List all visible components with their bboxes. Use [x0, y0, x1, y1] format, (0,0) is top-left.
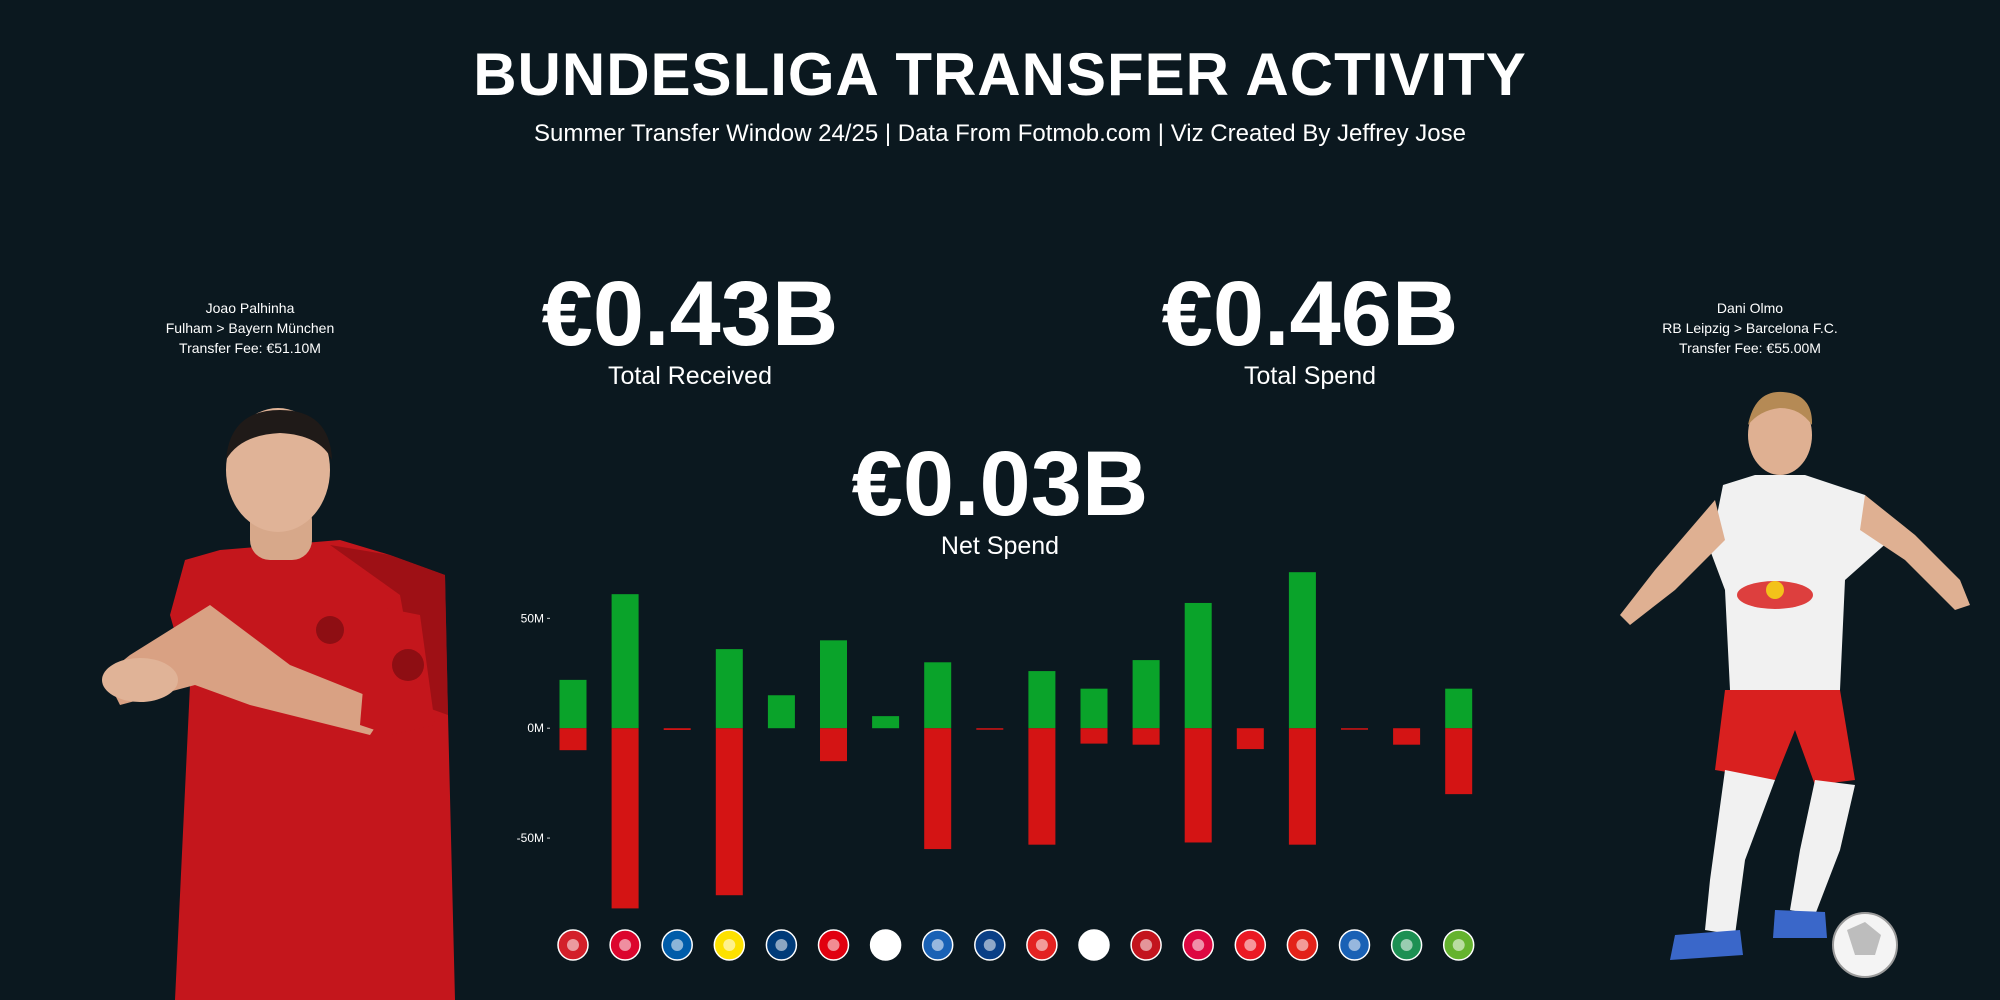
left-player-name: Joao Palhinha: [205, 300, 295, 316]
right-player-name: Dani Olmo: [1716, 300, 1784, 316]
left-player-caption: Joao Palhinha Fulham > Bayern München Tr…: [90, 298, 410, 358]
transfer-bar-chart: 50M 0M -50M: [517, 572, 1475, 961]
spend-bar-union-berlin: [1236, 728, 1264, 750]
spend-bar-mainz: [1132, 728, 1160, 745]
received-bar-gladbach: [1080, 688, 1108, 729]
left-player-move: Fulham > Bayern München: [165, 320, 335, 336]
spend-bar-hoffenheim: [924, 728, 952, 850]
spend-bar-bochum: [663, 728, 691, 730]
total-spend-stat: €0.46B Total Spend: [1110, 268, 1510, 391]
right-player-move: RB Leipzig > Barcelona F.C.: [1662, 320, 1838, 336]
mainz-logo: [1130, 929, 1162, 961]
leverkusen-logo: [1026, 929, 1058, 961]
hoffenheim-logo: [921, 929, 954, 961]
augsburg-logo: [557, 929, 589, 961]
total-received-stat: €0.43B Total Received: [490, 268, 890, 391]
spend-bar-st-pauli: [1341, 728, 1368, 730]
received-bar-heidenheim: [767, 695, 795, 729]
spend-bar-bayern-munchen: [611, 728, 639, 909]
right-player-fee: Transfer Fee: €55.00M: [1679, 340, 1821, 356]
received-bar-stuttgart: [1288, 572, 1316, 729]
total-spend-value: €0.46B: [1161, 263, 1459, 365]
received-bar-leverkusen: [1028, 671, 1056, 729]
page-subtitle: Summer Transfer Window 24/25 | Data From…: [534, 120, 1466, 147]
left-player-photo: [102, 408, 455, 1000]
total-spend-label: Total Spend: [1243, 362, 1377, 390]
total-received-label: Total Received: [608, 362, 772, 390]
right-player-caption: Dani Olmo RB Leipzig > Barcelona F.C. Tr…: [1590, 298, 1910, 358]
left-player-fee: Transfer Fee: €51.10M: [179, 340, 321, 356]
received-bar-dortmund: [715, 649, 743, 729]
spend-bar-rb-leipzig: [1184, 728, 1212, 843]
spend-bar-wolfsburg: [1445, 728, 1473, 795]
received-bar-wolfsburg: [1445, 688, 1473, 729]
received-bar-freiburg: [872, 716, 900, 729]
received-bar-hoffenheim: [924, 662, 952, 729]
freiburg-logo: [869, 929, 902, 961]
received-bar-frankfurt: [820, 640, 847, 729]
spend-bar-leverkusen: [1028, 728, 1056, 845]
y-tick-label: 50M: [521, 611, 544, 625]
bochum-logo: [661, 929, 693, 961]
spend-bar-werder-bremen: [1393, 728, 1421, 745]
received-bar-rb-leipzig: [1184, 602, 1212, 729]
gladbach-logo: [1078, 929, 1110, 961]
received-bar-augsburg: [559, 679, 587, 729]
total-received-value: €0.43B: [541, 263, 839, 365]
st-pauli-logo: [1338, 929, 1371, 961]
spend-bar-gladbach: [1080, 728, 1108, 744]
y-tick-label: -50M: [517, 831, 544, 845]
union-berlin-logo: [1234, 929, 1267, 961]
spend-bar-stuttgart: [1288, 728, 1316, 845]
wolfsburg-logo: [1442, 929, 1475, 961]
dortmund-logo: [713, 929, 746, 961]
received-bar-bayern-munchen: [611, 594, 639, 729]
holstein-kiel-logo: [974, 929, 1006, 961]
stuttgart-logo: [1286, 929, 1319, 961]
heidenheim-logo: [765, 929, 798, 961]
y-tick-label: 0M: [527, 721, 544, 735]
spend-bar-frankfurt: [820, 728, 847, 762]
bayern-munchen-logo: [609, 929, 641, 961]
frankfurt-logo: [817, 929, 850, 961]
net-spend-stat: €0.03B Net Spend: [800, 438, 1200, 561]
spend-bar-dortmund: [715, 728, 743, 896]
net-spend-value: €0.03B: [851, 433, 1149, 535]
right-player-photo: [1620, 391, 1970, 978]
received-bar-mainz: [1132, 660, 1160, 729]
net-spend-label: Net Spend: [940, 532, 1060, 560]
page-title: BUNDESLIGA TRANSFER ACTIVITY: [473, 41, 1527, 108]
spend-bar-augsburg: [559, 728, 587, 751]
spend-bar-holstein-kiel: [976, 728, 1004, 730]
rb-leipzig-logo: [1182, 929, 1214, 961]
werder-bremen-logo: [1390, 929, 1423, 961]
